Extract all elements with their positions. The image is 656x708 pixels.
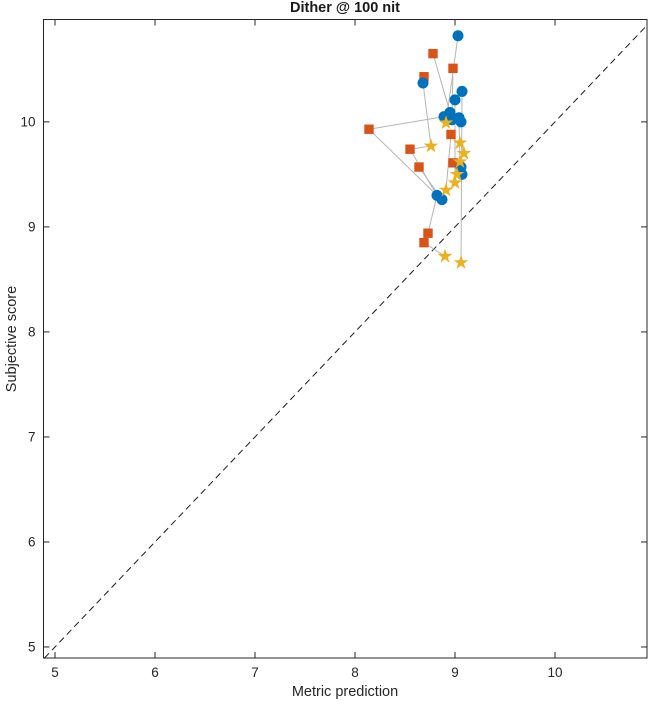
data-point-star	[453, 254, 469, 269]
tick-labels: 5 6 7 8 9 10 5 6 7 8 9 10	[20, 114, 562, 680]
data-point-square	[414, 162, 424, 172]
connector-line	[427, 195, 438, 234]
data-point-square	[364, 124, 374, 134]
x-axis-label: Metric prediction	[292, 684, 398, 700]
x-tick-label: 9	[451, 665, 459, 680]
axis-ticks	[43, 19, 647, 658]
connector-line	[368, 128, 438, 196]
data-point-star	[452, 154, 468, 169]
data-point-square	[419, 72, 429, 82]
data-point-circle	[452, 30, 464, 42]
data-point-star	[452, 135, 468, 150]
data-point-circle	[449, 94, 461, 106]
identity-dashed-line	[44, 24, 648, 659]
y-tick-label: 9	[28, 219, 36, 234]
data-point-star	[456, 145, 472, 160]
y-tick-label: 10	[20, 114, 35, 129]
scatter-points	[364, 30, 472, 269]
x-tick-label: 6	[151, 665, 159, 680]
connector-line	[368, 116, 445, 130]
data-point-star	[423, 138, 439, 153]
data-point-square	[448, 158, 458, 168]
data-point-circle	[417, 77, 429, 89]
y-tick-label: 6	[28, 534, 36, 549]
y-axis-label: Subjective score	[4, 286, 20, 392]
connector-line	[409, 148, 438, 196]
data-point-square	[405, 144, 415, 154]
x-tick-label: 5	[51, 665, 59, 680]
data-point-star	[437, 248, 453, 263]
x-tick-label: 8	[351, 665, 359, 680]
data-point-square	[446, 129, 456, 140]
data-point-star	[447, 175, 463, 190]
axes-box	[43, 19, 648, 659]
connector-line	[422, 82, 432, 147]
connector-line	[432, 53, 451, 113]
data-point-square	[428, 48, 438, 59]
data-point-circle	[456, 85, 468, 97]
x-tick-label: 10	[547, 665, 562, 680]
x-tick-label: 7	[251, 665, 259, 680]
series-squares	[364, 48, 458, 248]
series-stars	[423, 115, 472, 269]
data-point-star	[449, 166, 465, 181]
data-point-star	[438, 115, 454, 130]
data-point-square	[423, 228, 433, 238]
y-tick-label: 5	[28, 639, 36, 654]
data-point-circle	[436, 194, 448, 206]
data-point-square	[448, 63, 458, 74]
y-tick-label: 7	[28, 429, 36, 444]
data-point-star	[438, 182, 454, 197]
y-tick-label: 8	[28, 324, 36, 339]
plot-border	[43, 19, 648, 659]
data-point-circle	[455, 116, 467, 128]
plot-title: Dither @ 100 nit	[290, 0, 400, 16]
identity-line	[44, 24, 648, 659]
data-point-square	[419, 237, 429, 248]
